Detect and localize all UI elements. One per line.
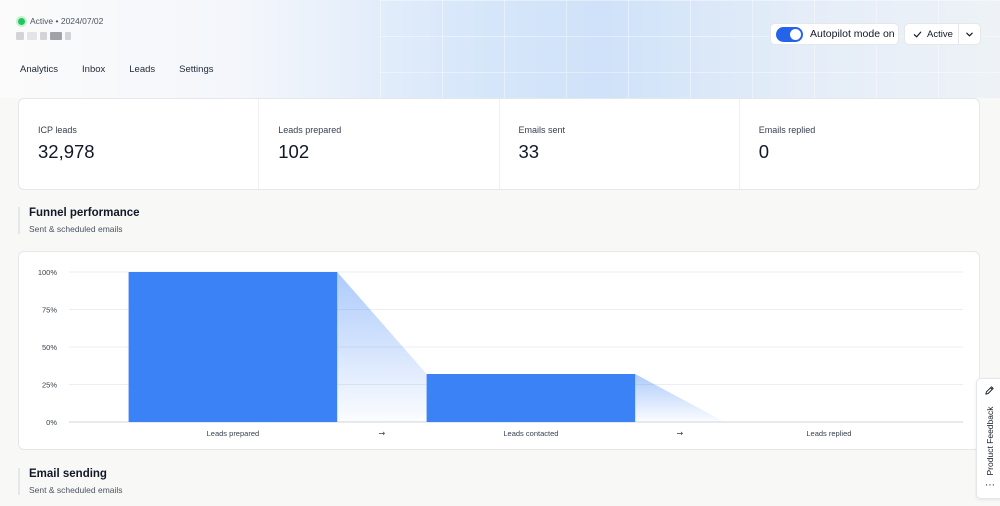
- stat-label: ICP leads: [38, 125, 77, 135]
- tab-settings[interactable]: Settings: [179, 64, 214, 75]
- status-text: Active • 2024/07/02: [30, 16, 104, 26]
- section-subtitle: Sent & scheduled emails: [29, 485, 123, 495]
- stat-value: 102: [278, 141, 310, 162]
- funnel-bar: [128, 272, 338, 422]
- stat-label: Emails sent: [518, 125, 566, 135]
- funnel-connector: [337, 272, 427, 422]
- stat-leads-prepared: Leads prepared 102: [259, 99, 500, 189]
- toggle-switch[interactable]: [776, 26, 803, 42]
- tab-leads[interactable]: Leads: [129, 64, 156, 75]
- y-tick-label: 75%: [42, 306, 57, 315]
- ellipsis-icon[interactable]: ⋯: [985, 480, 995, 491]
- stat-value: 33: [518, 141, 540, 162]
- y-tick-label: 25%: [42, 381, 57, 390]
- section-title: Funnel performance: [29, 207, 140, 219]
- tab-analytics[interactable]: Analytics: [20, 64, 59, 75]
- header-grid-decoration: [380, 0, 1000, 98]
- autopilot-toggle[interactable]: Autopilot mode on: [770, 23, 899, 45]
- pencil-icon: [985, 386, 994, 395]
- product-feedback-label: Product Feedback: [985, 406, 995, 476]
- arrow-icon: →: [379, 429, 386, 438]
- y-tick-label: 100%: [38, 268, 58, 277]
- y-tick-label: 0%: [46, 418, 57, 427]
- arrow-icon: →: [677, 429, 684, 438]
- status-caret-button[interactable]: [959, 24, 980, 44]
- campaign-status: Active • 2024/07/02: [18, 16, 103, 26]
- status-dropdown: Active: [904, 23, 981, 45]
- section-subtitle: Sent & scheduled emails: [29, 224, 123, 234]
- active-label: Active: [927, 28, 953, 40]
- funnel-chart-svg: 0% 25% 50% 75% 100% Leads prepared → Leads cont…: [38, 268, 963, 438]
- stat-emails-sent: Emails sent 33: [500, 99, 740, 189]
- stat-icp-leads: ICP leads 32,978: [19, 99, 260, 189]
- stats-card: ICP leads 32,978 Leads prepared 102 Emai…: [18, 98, 980, 190]
- y-tick-label: 50%: [42, 343, 57, 352]
- x-category-label: Leads contacted: [503, 429, 558, 438]
- section-title: Email sending: [29, 468, 107, 480]
- x-category-label: Leads prepared: [207, 429, 260, 438]
- autopilot-label: Autopilot mode on: [810, 28, 895, 40]
- tab-inbox[interactable]: Inbox: [82, 64, 106, 75]
- header-background: [0, 0, 1000, 98]
- funnel-section-header: Funnel performance Sent & scheduled emai…: [18, 207, 140, 234]
- chevron-down-icon: [966, 32, 973, 36]
- stat-emails-replied: Emails replied 0: [740, 99, 979, 189]
- campaign-name-redacted: [16, 32, 71, 40]
- check-icon: [913, 31, 922, 37]
- stat-label: Emails replied: [758, 125, 816, 135]
- stat-value: 32,978: [38, 141, 95, 162]
- stat-label: Leads prepared: [278, 125, 342, 135]
- funnel-chart: 0% 25% 50% 75% 100% Leads prepared → Leads cont…: [18, 251, 980, 450]
- product-feedback-tab[interactable]: Product Feedback ⋯: [976, 378, 1000, 499]
- status-dot-icon: [18, 17, 25, 25]
- top-nav: Analytics Inbox Leads Settings: [20, 64, 213, 75]
- funnel-bar: [426, 374, 636, 422]
- email-sending-section-header: Email sending Sent & scheduled emails: [18, 468, 123, 495]
- x-category-label: Leads replied: [806, 429, 851, 438]
- active-button[interactable]: Active: [905, 24, 959, 44]
- funnel-connector: [635, 374, 725, 422]
- stat-value: 0: [758, 141, 770, 162]
